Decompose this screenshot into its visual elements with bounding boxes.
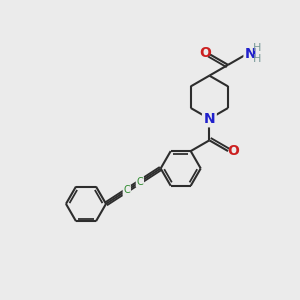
Text: N: N: [204, 112, 215, 126]
Text: O: O: [199, 46, 211, 59]
Text: N: N: [245, 47, 256, 61]
Text: H: H: [253, 54, 261, 64]
Text: O: O: [227, 144, 239, 158]
Text: C: C: [136, 177, 143, 187]
Text: H: H: [253, 43, 261, 53]
Text: C: C: [123, 185, 130, 195]
